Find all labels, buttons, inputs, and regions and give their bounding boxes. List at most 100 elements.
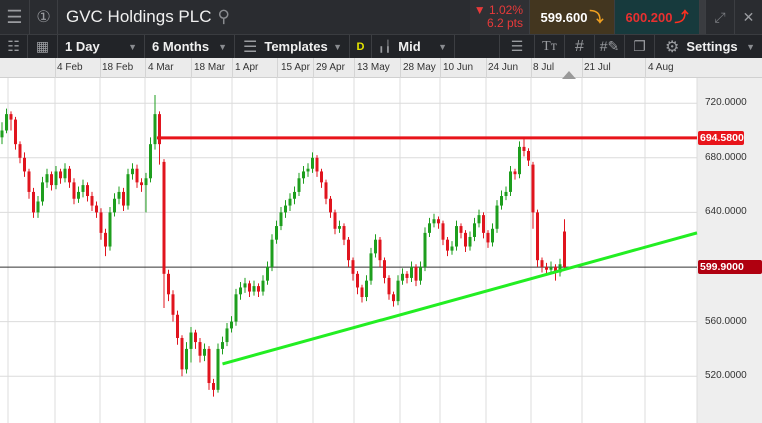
templates-dropdown[interactable]: ☰ Templates ▼ [235,35,350,58]
price-type-dropdown[interactable]: ╻╽ Mid ▼ [372,35,455,58]
candle-down [171,294,175,315]
candle-up [261,280,265,292]
date-tick [582,58,583,78]
candle-up [468,236,472,247]
candle-up [410,267,413,278]
candle-down [383,260,386,278]
interval-dropdown[interactable]: 1 Day ▼ [58,35,145,58]
candle-down [333,212,337,229]
candle-down [378,239,382,261]
candle-up [0,130,4,138]
candle-up [518,146,521,175]
candle-down [360,287,364,298]
candle-down [180,337,184,370]
buy-button[interactable]: 600.200 ⤴ [615,0,700,34]
candle-up [270,239,274,267]
candle-down [248,283,251,292]
price-label: 680.0000 [705,151,747,163]
candle-down [194,332,197,343]
candle-up [504,191,508,197]
candle-down [257,286,260,292]
candle-down [513,171,517,175]
chart-toolbar: ☷ ▦ 1 Day ▼ 6 Months ▼ ☰ Templates ▼ D ╻╽ Mid… [0,35,762,58]
date-label: 4 Aug [648,62,674,73]
candle-down [315,157,319,172]
d-button[interactable]: D [350,35,372,58]
date-label: 13 May [357,62,390,73]
candle-up [306,168,310,172]
candle-up [311,157,314,169]
date-tick [354,58,355,78]
candle-down [212,383,215,390]
edit-grid-button[interactable]: #✎ [595,35,625,58]
settings-dropdown[interactable]: ⚙ Settings ▼ [655,35,762,58]
expand-button[interactable]: ⤢ [706,0,735,34]
candle-down [122,191,125,206]
price-type-value: Mid [398,39,421,54]
gear-icon: ⚙ [665,38,680,56]
text-icon: Tт [542,38,557,54]
current-price-tag: 599.9000 [698,260,762,275]
candle-down [324,182,328,199]
candle-up [36,201,40,213]
candle-up [234,294,238,322]
candle-down [446,239,449,251]
candle-up [477,215,481,224]
date-label: 18 Feb [102,62,134,73]
date-tick [645,58,646,78]
close-button[interactable]: ✕ [735,0,762,34]
scroll-handle-icon[interactable] [562,71,576,79]
windows-button[interactable]: ❐ [625,35,655,58]
candle-down [356,273,359,288]
candle-up [144,178,148,186]
text-button[interactable]: Tт [535,35,565,58]
date-label: 1 Apr [235,62,259,73]
candle-up [365,280,368,298]
change-points: 6.2 pts [486,16,523,30]
gridlines-button[interactable]: # [565,35,595,58]
search-icon[interactable]: ⚲ [217,7,230,26]
candle-up [432,219,436,224]
candle-up [203,348,206,356]
templates-label: Templates [264,39,328,54]
axis-button[interactable]: ☰ [500,35,535,58]
candle-up [419,267,422,281]
candle-up [275,226,278,240]
price-label: 720.0000 [705,97,747,109]
expand-icon: ⤢ [714,8,726,25]
range-dropdown[interactable]: 6 Months ▼ [145,35,235,58]
candle-up [455,226,458,247]
chevron-down-icon: ▼ [128,41,137,52]
date-tick [313,58,314,78]
candle-down [414,267,418,281]
date-tick [145,58,146,78]
down-arrow-icon: ⤵ [589,9,604,25]
price-change: ▼ 1.02% 6.2 pts [470,0,530,34]
candle-up [131,168,134,175]
price-label: 560.0000 [705,315,747,327]
candle-up [374,239,377,254]
candle-down [531,164,535,213]
windows-icon: ❐ [633,38,646,54]
instrument-header: ☰ ① GVC Holdings PLC ⚲ ▼ 1.02% 6.2 pts 5… [0,0,762,35]
list-button[interactable]: ☷ [0,35,28,58]
date-tick [531,58,532,78]
candle-up [221,342,224,349]
candle-down [162,161,166,274]
menu-button[interactable]: ☰ [0,0,30,34]
depth-bars [700,0,706,34]
candle-down [158,114,161,145]
candle-down [86,185,89,197]
resistance-price-tag: 694.5800 [698,130,744,145]
candle-down [167,273,170,295]
layout-button[interactable]: ▦ [28,35,58,58]
price-chart[interactable] [0,78,762,423]
link-group-button[interactable]: ① [30,0,58,34]
circle-one-icon: ① [36,9,51,26]
candle-up [450,246,454,251]
price-label: 520.0000 [705,370,747,382]
candle-down [104,232,107,247]
date-tick [100,58,101,78]
candle-down [342,226,346,240]
sell-button[interactable]: 599.600 ⤵ [530,0,615,34]
